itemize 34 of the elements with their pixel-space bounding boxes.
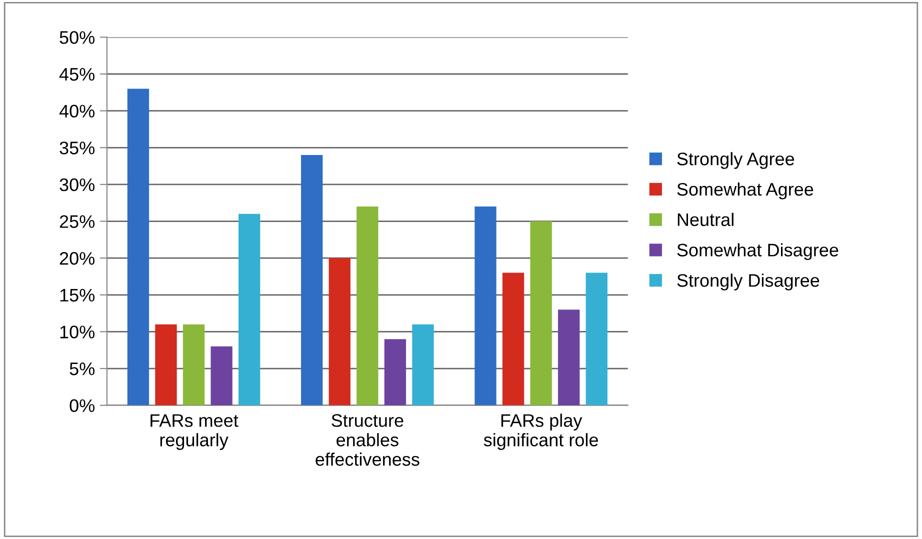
bar — [502, 272, 524, 406]
y-tick-label: 10% — [60, 326, 95, 338]
legend-label: Strongly Disagree — [677, 274, 820, 290]
y-tick-label: 35% — [60, 142, 95, 154]
x-tick-label: Structure enables effectiveness — [316, 414, 420, 466]
y-tick-label: 20% — [60, 252, 95, 265]
bar — [474, 206, 496, 406]
bar — [530, 221, 552, 406]
legend-label: Somewhat Disagree — [677, 243, 838, 260]
bar — [155, 324, 177, 406]
x-tick-label: FARs play significant role — [484, 414, 598, 450]
bar — [328, 258, 350, 406]
legend-label: Strongly Agree — [677, 152, 794, 169]
y-tick-label: 0% — [70, 399, 95, 412]
legend-label: Somewhat Agree — [677, 182, 814, 200]
legend-label: Neutral — [678, 212, 734, 226]
bar — [127, 88, 150, 406]
y-tick-label: 5% — [70, 362, 95, 376]
bar — [384, 339, 406, 406]
y-tick-label: 45% — [59, 68, 95, 81]
y-tick-label: 15% — [60, 288, 95, 302]
bar — [238, 214, 260, 406]
bar — [301, 154, 323, 406]
y-tick-label: 25% — [60, 215, 95, 228]
bar — [356, 206, 378, 406]
y-tick-label: 40% — [59, 104, 95, 118]
bar — [182, 324, 205, 406]
bar — [210, 346, 232, 406]
y-tick-label: 50% — [60, 31, 95, 44]
x-tick-label: FARs meet regularly — [150, 414, 238, 450]
bar — [586, 272, 608, 406]
y-tick-label: 30% — [60, 178, 95, 192]
bar — [412, 324, 434, 406]
bar — [558, 310, 580, 406]
